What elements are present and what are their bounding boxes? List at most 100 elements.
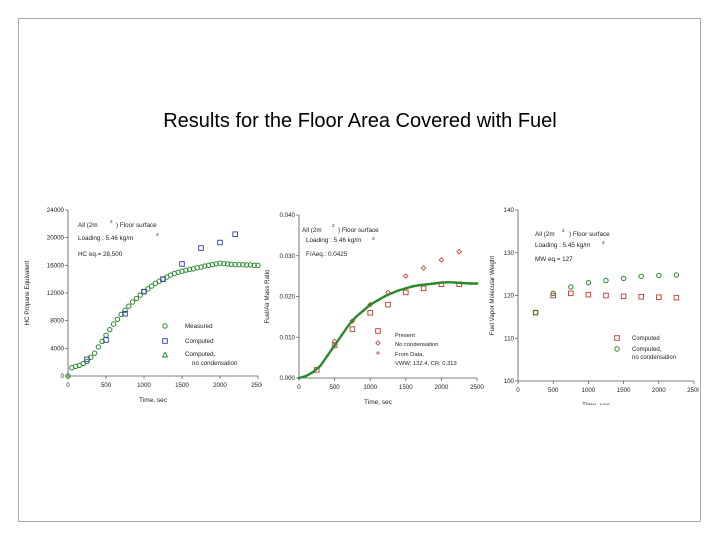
annotation-superscript: 3 bbox=[156, 232, 159, 237]
y-tick-label: 110 bbox=[504, 335, 514, 342]
legend-marker bbox=[614, 346, 620, 352]
data-point bbox=[221, 260, 227, 267]
y-tick-label: 12000 bbox=[47, 290, 65, 297]
data-point bbox=[297, 376, 301, 380]
data-point bbox=[103, 337, 109, 343]
data-point bbox=[568, 284, 574, 290]
data-point bbox=[95, 344, 102, 350]
data-point bbox=[585, 291, 592, 298]
molecular-weight-chart-panel: 0 500 1000 1500 2000 2500 100 110 120 130 140 Time,… bbox=[487, 205, 701, 409]
annotation-text: All (2m bbox=[302, 227, 322, 234]
y-axis-label: HC Propane Equivalent bbox=[24, 260, 31, 325]
data-point bbox=[333, 344, 336, 347]
annotation-text: ) Floor surface bbox=[338, 227, 379, 234]
y-axis-label: Fuel Vapor Molecular Weight bbox=[489, 256, 496, 335]
data-point bbox=[673, 272, 680, 278]
data-point bbox=[107, 326, 113, 333]
data-point bbox=[232, 261, 238, 268]
data-point bbox=[224, 261, 231, 267]
x-tick-label: 1000 bbox=[582, 387, 596, 394]
legend-label: no condensation bbox=[632, 355, 676, 361]
data-point bbox=[585, 279, 592, 286]
data-point bbox=[440, 281, 443, 284]
x-tick-label: 500 bbox=[101, 382, 112, 389]
annotation-superscript: 3 bbox=[602, 240, 605, 245]
data-point bbox=[202, 263, 208, 269]
y-tick-label: 4000 bbox=[50, 345, 64, 352]
data-point bbox=[91, 350, 98, 356]
data-point bbox=[638, 294, 644, 300]
y-tick-label: 0.030 bbox=[280, 253, 296, 260]
fuel-air-chart: 0 500 1000 1500 2000 2500 0.000 0.010 0.020 0.030… bbox=[264, 212, 484, 406]
legend-label: VWW: 132.4, CR: 0.313 bbox=[395, 361, 457, 367]
data-point bbox=[425, 282, 429, 286]
y-tick-label: 24000 bbox=[47, 207, 65, 214]
annotation-text: F/Aeq.: 0.0425 bbox=[306, 251, 348, 258]
y-tick-label: 0.040 bbox=[280, 212, 296, 219]
annotation-superscript: 2 bbox=[332, 223, 335, 228]
data-point bbox=[368, 303, 372, 306]
legend-label: Computed bbox=[632, 336, 660, 342]
data-point bbox=[236, 261, 242, 268]
data-point bbox=[620, 293, 627, 300]
annotation-text: Loading : 5.45 kg/m bbox=[535, 242, 590, 249]
annotation-superscript: 2 bbox=[562, 228, 565, 233]
data-point bbox=[217, 260, 223, 266]
y-axis-label: Fuel/Air Mass Ratio bbox=[264, 269, 271, 324]
data-point bbox=[217, 239, 223, 246]
legend-marker bbox=[162, 323, 168, 329]
data-point bbox=[122, 310, 128, 317]
data-point bbox=[420, 285, 427, 292]
molecular-weight-chart: 0 500 1000 1500 2000 2500 100 110 120 130 140 Time,… bbox=[489, 207, 701, 409]
legend-marker bbox=[375, 328, 381, 334]
annotation-text: All (2m bbox=[535, 231, 555, 238]
data-point bbox=[205, 262, 212, 269]
legend-label: From Data, bbox=[395, 352, 424, 358]
data-point bbox=[240, 261, 246, 268]
x-tick-label: 2500 bbox=[251, 382, 265, 389]
data-point bbox=[411, 285, 415, 288]
data-point bbox=[311, 370, 315, 374]
data-point bbox=[133, 295, 140, 302]
data-point bbox=[420, 265, 427, 271]
x-tick-label: 1500 bbox=[175, 382, 189, 389]
data-point bbox=[550, 290, 556, 297]
data-point bbox=[255, 262, 261, 269]
fuel-air-chart-panel: 0 500 1000 1500 2000 2500 0.000 0.010 0.020 0.030… bbox=[262, 205, 487, 406]
legend-label: no condensation bbox=[192, 360, 238, 367]
data-point bbox=[656, 294, 662, 300]
data-point bbox=[532, 309, 539, 316]
x-tick-label: 2500 bbox=[687, 387, 699, 394]
data-point bbox=[418, 283, 422, 287]
data-point bbox=[403, 289, 409, 296]
data-point bbox=[304, 374, 308, 378]
data-point bbox=[209, 261, 216, 268]
legend-label: Present bbox=[395, 333, 415, 339]
legend-label: Computed bbox=[185, 338, 214, 345]
y-tick-label: 0.010 bbox=[280, 334, 296, 341]
data-point bbox=[251, 262, 257, 269]
annotation-text: Loading : 5.46 kg/m bbox=[306, 237, 361, 244]
annotation-text: Loading : 5.46 kg/m bbox=[78, 235, 133, 242]
data-point bbox=[673, 294, 680, 301]
data-point bbox=[232, 231, 238, 237]
x-tick-label: 500 bbox=[548, 387, 559, 394]
data-point bbox=[403, 273, 409, 279]
data-point bbox=[376, 299, 379, 302]
data-point bbox=[438, 257, 445, 263]
x-tick-label: 1500 bbox=[399, 384, 413, 391]
x-tick-label: 0 bbox=[297, 384, 301, 391]
data-point bbox=[247, 262, 254, 268]
annotation-text: All (2m bbox=[78, 222, 98, 229]
x-axis-label: Time, sec bbox=[582, 402, 611, 405]
x-tick-label: 2500 bbox=[470, 384, 484, 391]
y-tick-label: 140 bbox=[504, 207, 515, 214]
data-point bbox=[129, 299, 136, 305]
data-point bbox=[126, 303, 132, 309]
legend-label: No condensation bbox=[395, 342, 439, 348]
data-point bbox=[603, 277, 609, 284]
data-point bbox=[114, 316, 121, 322]
data-point bbox=[228, 261, 235, 267]
x-tick-label: 2000 bbox=[213, 382, 227, 389]
y-tick-label: 8000 bbox=[50, 318, 64, 325]
